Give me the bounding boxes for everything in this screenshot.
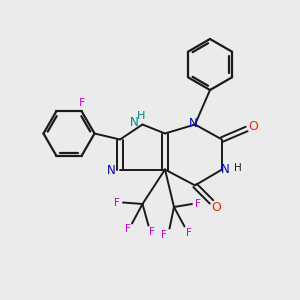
Text: N: N <box>189 116 198 130</box>
Text: F: F <box>186 228 192 238</box>
Text: N: N <box>130 116 139 129</box>
Text: F: F <box>148 227 154 237</box>
Text: N: N <box>107 164 116 178</box>
Text: H: H <box>234 163 242 173</box>
Text: F: F <box>125 224 131 235</box>
Text: H: H <box>137 111 145 121</box>
Text: O: O <box>211 201 221 214</box>
Text: F: F <box>79 98 85 108</box>
Text: F: F <box>161 230 167 240</box>
Text: O: O <box>248 119 258 133</box>
Text: F: F <box>195 199 201 209</box>
Text: N: N <box>221 163 230 176</box>
Text: F: F <box>114 197 120 208</box>
